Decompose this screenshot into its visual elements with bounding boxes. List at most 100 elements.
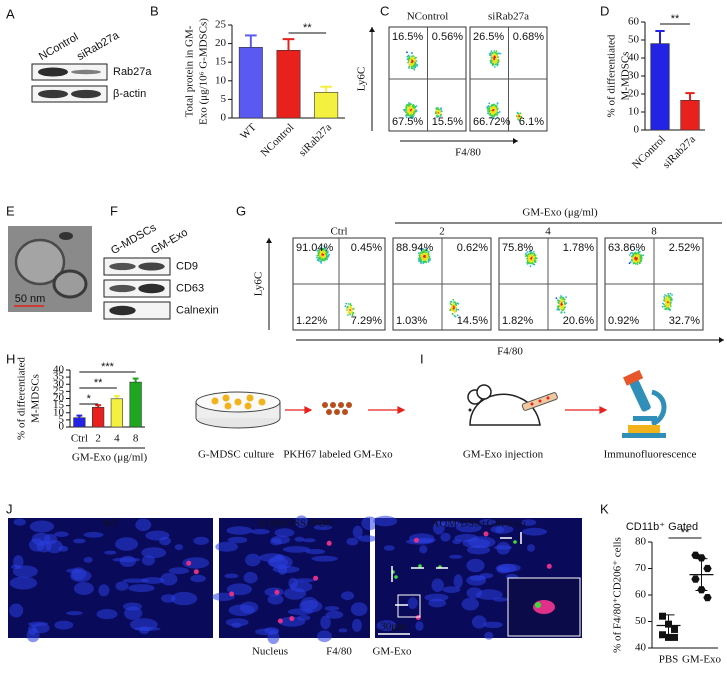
flow-event: [533, 251, 535, 253]
y-tick-label: 40: [635, 642, 647, 654]
flow-event: [635, 252, 638, 255]
nucleus-signal: [324, 606, 340, 611]
flow-event: [452, 305, 455, 308]
flow-event: [414, 62, 416, 65]
nucleus-signal: [293, 578, 316, 583]
flow-event: [427, 258, 430, 261]
y-axis-label: M-MDSCs: [620, 52, 632, 101]
flow-event: [563, 300, 566, 303]
nucleus-signal: [497, 563, 521, 572]
nucleus-signal: [9, 603, 24, 618]
band-label: CD9: [176, 260, 198, 272]
y-tick-label: 20: [628, 88, 640, 100]
flow-event: [629, 254, 631, 256]
nucleus-signal: [275, 554, 284, 559]
gm-exo-signal: [418, 564, 422, 568]
flow-event: [316, 254, 319, 257]
nucleus-signal: [112, 557, 141, 562]
flow-event: [316, 256, 318, 259]
nucleus-signal: [496, 541, 511, 555]
significance-label: **: [94, 377, 103, 389]
flow-event: [487, 112, 489, 115]
nucleus-signal: [373, 515, 398, 527]
quadrant-percent: 16.5%: [392, 31, 423, 43]
flow-event: [520, 116, 523, 119]
flow-event: [451, 313, 454, 315]
flow-event: [491, 115, 494, 118]
flow-event: [664, 300, 667, 303]
band-label: Rab27a: [113, 66, 152, 78]
blot-band: [109, 284, 136, 293]
flow-event: [492, 61, 495, 64]
flow-event: [496, 103, 499, 105]
nucleus-signal: [407, 597, 418, 609]
flow-event: [347, 314, 349, 316]
flow-event: [422, 260, 424, 263]
nucleus-signal: [264, 587, 284, 597]
f480-signal: [274, 589, 280, 595]
y-tick-label: 0: [59, 421, 65, 433]
flow-event: [496, 111, 499, 114]
flow-event: [319, 253, 322, 256]
nucleus-signal: [437, 520, 460, 526]
quadrant-percent: 7.29%: [351, 315, 382, 327]
nucleus-signal: [243, 571, 258, 584]
flow-event: [560, 306, 563, 308]
flow-event: [425, 248, 428, 250]
panel-label: I: [420, 351, 424, 366]
nucleus-signal: [295, 515, 308, 528]
nucleus-signal: [254, 628, 280, 636]
flow-event: [496, 116, 499, 119]
y-axis-label: M-MDSCs: [30, 374, 42, 423]
flow-event: [406, 55, 409, 58]
nucleus-signal: [215, 541, 239, 552]
nucleus-signal: [350, 602, 368, 616]
flow-event: [632, 262, 635, 265]
panel-label: B: [150, 3, 159, 18]
nucleus-signal: [171, 591, 198, 606]
flow-event: [424, 251, 427, 254]
lane-label: NControl: [37, 31, 81, 63]
flow-event: [421, 254, 424, 257]
nucleus-signal: [267, 594, 284, 605]
nucleus-signal: [466, 558, 485, 573]
flow-event: [429, 258, 431, 260]
flow-event: [407, 103, 409, 106]
band-label: CD63: [176, 282, 204, 294]
nucleus-signal: [376, 620, 397, 632]
nucleus-signal: [224, 573, 239, 579]
y-axis-label: % of differentiated: [16, 357, 28, 440]
flow-event: [559, 297, 562, 299]
flow-event: [436, 113, 439, 115]
y-tick-label: 50: [628, 34, 640, 46]
gm-exo-signal: [513, 540, 517, 544]
flow-event: [530, 255, 532, 258]
flow-event: [491, 104, 494, 106]
flow-event: [662, 302, 664, 305]
flow-event: [561, 296, 564, 299]
y-axis-label: % of differentiated: [606, 34, 618, 117]
flow-event: [455, 304, 458, 306]
flow-event: [489, 52, 491, 55]
nucleus-signal: [476, 589, 503, 600]
flow-event: [496, 107, 499, 110]
y-tick-label: 30: [628, 70, 640, 82]
flow-event: [413, 67, 415, 69]
quadrant-percent: 0.92%: [608, 315, 639, 327]
flow-event: [455, 308, 458, 310]
vesicle: [59, 232, 73, 240]
flow-event: [408, 59, 411, 62]
inset-signal: [535, 602, 541, 608]
flow-event: [405, 116, 408, 119]
flow-event: [411, 107, 414, 110]
flow-event: [419, 248, 422, 251]
flow-event: [424, 253, 427, 256]
y-tick-label: 5: [59, 413, 65, 425]
flow-event: [420, 259, 423, 262]
nucleus-signal: [452, 539, 462, 545]
flow-event: [667, 299, 669, 302]
flow-event: [321, 248, 324, 251]
nucleus-signal: [141, 555, 155, 566]
nucleus-signal: [231, 622, 242, 628]
